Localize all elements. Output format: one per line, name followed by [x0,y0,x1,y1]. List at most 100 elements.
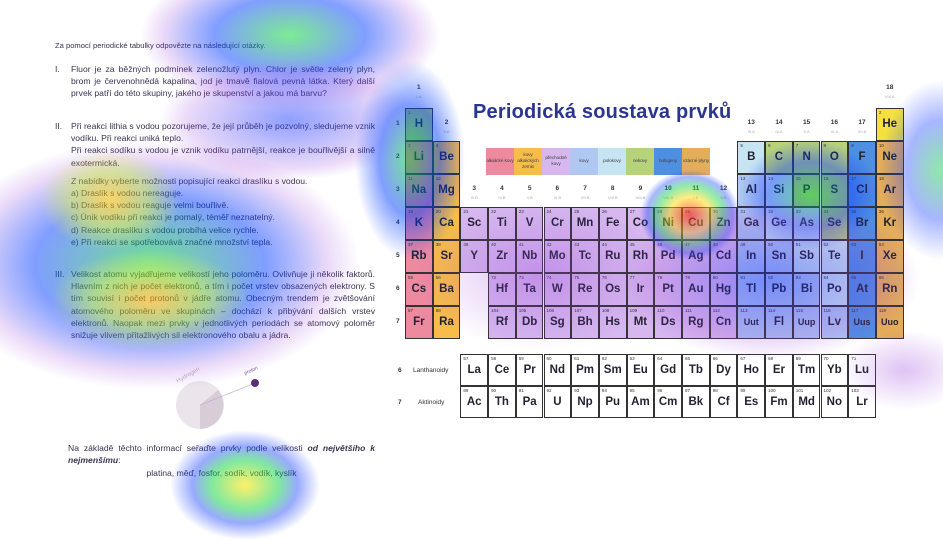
element-cell-Y[interactable]: 39 Y [460,240,489,273]
element-cell-K[interactable]: 19 K [405,207,433,240]
element-cell-Kr[interactable]: 36 Kr [875,207,904,240]
element-cell-Nd[interactable]: 60 Nd [543,354,572,386]
element-cell-Pu[interactable]: 94 Pu [598,386,627,418]
element-cell-Lr[interactable]: 103 Lr [848,386,876,418]
element-cell-Uuo[interactable]: 118 Uuo [875,306,904,339]
element-cell-Sc[interactable]: 21 Sc [460,207,489,240]
element-cell-Uup[interactable]: 115 Uup [792,306,821,339]
element-cell-No[interactable]: 102 No [820,386,849,418]
element-cell-I[interactable]: 53 I [848,240,876,273]
element-cell-W[interactable]: 74 W [543,273,572,306]
element-cell-Pa[interactable]: 91 Pa [515,386,544,418]
element-cell-Mn[interactable]: 25 Mn [571,207,599,240]
element-cell-Bh[interactable]: 107 Bh [571,306,599,339]
element-cell-Se[interactable]: 34 Se [820,207,849,240]
element-cell-Si[interactable]: 14 Si [765,174,793,207]
element-cell-Te[interactable]: 52 Te [820,240,849,273]
element-cell-Re[interactable]: 75 Re [571,273,599,306]
element-cell-Na[interactable]: 11 Na [405,174,433,207]
element-cell-Sn[interactable]: 50 Sn [765,240,793,273]
element-cell-Rg[interactable]: 111 Rg [682,306,710,339]
element-cell-Br[interactable]: 35 Br [848,207,876,240]
element-cell-Li[interactable]: 3 Li [405,141,433,174]
element-cell-Lu[interactable]: 71 Lu [848,354,876,386]
element-cell-Np[interactable]: 93 Np [571,386,599,418]
element-cell-Sb[interactable]: 51 Sb [792,240,821,273]
element-cell-At[interactable]: 85 At [848,273,876,306]
element-cell-Bi[interactable]: 83 Bi [792,273,821,306]
element-cell-Sm[interactable]: 62 Sm [598,354,627,386]
element-cell-Xe[interactable]: 54 Xe [875,240,904,273]
element-cell-Cd[interactable]: 48 Cd [709,240,738,273]
element-cell-Ta[interactable]: 73 Ta [515,273,544,306]
element-cell-Eu[interactable]: 63 Eu [626,354,655,386]
element-cell-Ba[interactable]: 56 Ba [432,273,461,306]
element-cell-Al[interactable]: 13 Al [737,174,766,207]
element-cell-Mg[interactable]: 12 Mg [432,174,461,207]
element-cell-As[interactable]: 33 As [792,207,821,240]
element-cell-Po[interactable]: 84 Po [820,273,849,306]
element-cell-Er[interactable]: 68 Er [765,354,793,386]
element-cell-Cr[interactable]: 24 Cr [543,207,572,240]
element-cell-Fm[interactable]: 100 Fm [765,386,793,418]
element-cell-Hg[interactable]: 80 Hg [709,273,738,306]
element-cell-Hf[interactable]: 72 Hf [488,273,516,306]
element-cell-U[interactable]: 92 U [543,386,572,418]
element-cell-Cu[interactable]: 29 Cu [682,207,710,240]
element-cell-Rn[interactable]: 86 Rn [875,273,904,306]
element-cell-Fr[interactable]: 87 Fr [405,306,433,339]
element-cell-V[interactable]: 23 V [515,207,544,240]
element-cell-In[interactable]: 49 In [737,240,766,273]
element-cell-Sr[interactable]: 38 Sr [432,240,461,273]
element-cell-Ge[interactable]: 32 Ge [765,207,793,240]
element-cell-Th[interactable]: 90 Th [488,386,516,418]
element-cell-Dy[interactable]: 66 Dy [709,354,738,386]
element-cell-Mo[interactable]: 42 Mo [543,240,572,273]
element-cell-Ce[interactable]: 58 Ce [488,354,516,386]
element-cell-Ar[interactable]: 18 Ar [875,174,904,207]
element-cell-Cs[interactable]: 55 Cs [405,273,433,306]
element-cell-Fl[interactable]: 114 Fl [765,306,793,339]
element-cell-Tm[interactable]: 69 Tm [792,354,821,386]
element-cell-He[interactable]: 2 He [875,108,904,141]
element-cell-Gd[interactable]: 64 Gd [654,354,682,386]
element-cell-Pb[interactable]: 82 Pb [765,273,793,306]
element-cell-Ti[interactable]: 22 Ti [488,207,516,240]
element-cell-Zr[interactable]: 40 Zr [488,240,516,273]
element-cell-Ds[interactable]: 110 Ds [654,306,682,339]
element-cell-Sg[interactable]: 106 Sg [543,306,572,339]
element-cell-Es[interactable]: 99 Es [737,386,766,418]
element-cell-Am[interactable]: 95 Am [626,386,655,418]
element-cell-Be[interactable]: 4 Be [432,141,461,174]
element-cell-Cm[interactable]: 96 Cm [654,386,682,418]
element-cell-Mt[interactable]: 109 Mt [626,306,655,339]
element-cell-Pt[interactable]: 78 Pt [654,273,682,306]
element-cell-Rb[interactable]: 37 Rb [405,240,433,273]
element-cell-Yb[interactable]: 70 Yb [820,354,849,386]
element-cell-Db[interactable]: 105 Db [515,306,544,339]
element-cell-Uus[interactable]: 117 Uus [848,306,876,339]
element-cell-Zn[interactable]: 30 Zn [709,207,738,240]
element-cell-Tb[interactable]: 65 Tb [682,354,710,386]
element-cell-Md[interactable]: 101 Md [792,386,821,418]
element-cell-Ga[interactable]: 31 Ga [737,207,766,240]
element-cell-Hs[interactable]: 108 Hs [598,306,627,339]
element-cell-Nb[interactable]: 41 Nb [515,240,544,273]
element-cell-Ca[interactable]: 20 Ca [432,207,461,240]
element-cell-Pr[interactable]: 59 Pr [515,354,544,386]
element-cell-Bk[interactable]: 97 Bk [682,386,710,418]
element-cell-Rh[interactable]: 45 Rh [626,240,655,273]
element-cell-Tl[interactable]: 81 Tl [737,273,766,306]
element-cell-Ne[interactable]: 10 Ne [875,141,904,174]
element-cell-Ra[interactable]: 88 Ra [432,306,461,339]
element-cell-S[interactable]: 16 S [820,174,849,207]
element-cell-Ho[interactable]: 67 Ho [737,354,766,386]
element-cell-Ir[interactable]: 77 Ir [626,273,655,306]
element-cell-Tc[interactable]: 43 Tc [571,240,599,273]
element-cell-Ru[interactable]: 44 Ru [598,240,627,273]
